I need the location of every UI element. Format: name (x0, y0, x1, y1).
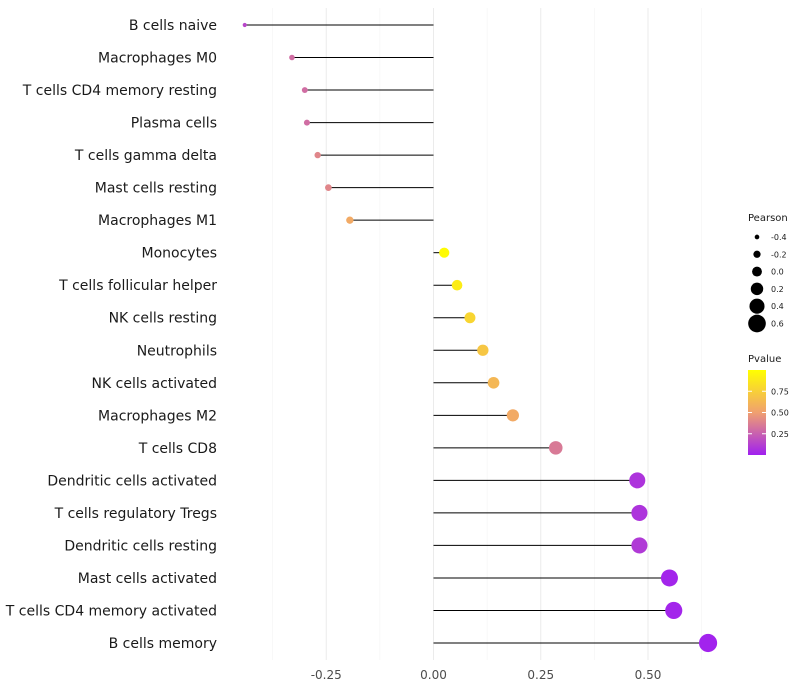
category-label: Dendritic cells resting (64, 538, 217, 554)
category-label: T cells gamma delta (74, 148, 217, 164)
grid-layer (272, 8, 702, 660)
category-label: Plasma cells (131, 116, 217, 132)
size-legend-title: Pearson (748, 213, 788, 224)
category-label: B cells naive (129, 18, 217, 34)
size-legend-label: 0.0 (771, 268, 784, 277)
stems-layer (244, 24, 709, 644)
lollipop-point (477, 344, 489, 356)
category-label: Monocytes (142, 246, 217, 262)
size-legend-label: 0.4 (771, 302, 784, 311)
size-legend-label: 0.2 (771, 285, 784, 294)
category-labels: B cells naive Macrophages M0 T cells CD4 m… (5, 18, 217, 652)
pvalue-colorbar (748, 370, 766, 455)
category-label: T cells regulatory Tregs (54, 506, 217, 522)
pearson-size-legend: Pearson -0.4 -0.2 0.0 0.2 0.4 0.6 (748, 213, 788, 333)
size-legend-key (748, 314, 766, 333)
category-label: T cells CD4 memory activated (5, 603, 217, 619)
lollipop-point (487, 376, 500, 389)
lollipop-point (325, 184, 332, 191)
lollipop-point (631, 504, 648, 521)
lollipop-point (548, 441, 563, 455)
lollipop-point (660, 569, 678, 587)
category-label: NK cells resting (109, 311, 217, 327)
x-tick-label: -0.25 (311, 668, 342, 682)
lollipop-point (629, 472, 646, 489)
x-tick-label: 0.50 (635, 668, 662, 682)
lollipop-point (314, 151, 321, 159)
lollipop-point (506, 409, 519, 422)
lollipop-point (631, 537, 648, 554)
lollipop-point (698, 633, 718, 653)
color-legend-label: 0.25 (771, 430, 789, 439)
category-label: B cells memory (109, 636, 217, 652)
category-label: T cells CD4 memory resting (22, 83, 217, 99)
lollipop-point (303, 119, 310, 126)
size-legend-key (750, 282, 764, 296)
lollipop-point (301, 87, 308, 94)
points-layer (242, 22, 718, 653)
category-label: Mast cells resting (95, 181, 217, 197)
category-label: Macrophages M2 (98, 408, 217, 424)
lollipop-point (665, 601, 683, 620)
x-tick-label: 0.00 (420, 668, 447, 682)
x-axis-tick-labels: -0.25 0.00 0.25 0.50 (311, 668, 662, 682)
category-label: Macrophages M0 (98, 51, 217, 67)
category-label: T cells CD8 (138, 441, 217, 457)
category-label: Dendritic cells activated (47, 473, 217, 489)
size-legend-label: 0.6 (771, 320, 784, 329)
size-legend-key (749, 298, 765, 314)
size-legend-key (753, 250, 761, 258)
color-legend-label: 0.50 (771, 409, 789, 418)
pvalue-color-legend: Pvalue 0.75 0.50 0.25 (748, 354, 789, 455)
category-label: NK cells activated (92, 376, 217, 392)
size-legend-key (752, 266, 762, 277)
size-legend-label: -0.2 (771, 250, 787, 259)
size-legend-label: -0.4 (771, 233, 787, 242)
color-legend-label: 0.75 (771, 387, 789, 396)
x-tick-label: 0.25 (527, 668, 554, 682)
category-label: T cells follicular helper (58, 278, 217, 294)
lollipop-point (451, 279, 463, 291)
category-label: Neutrophils (137, 343, 217, 359)
size-legend-key (754, 234, 760, 240)
color-legend-title: Pvalue (748, 354, 781, 365)
lollipop-point (439, 247, 450, 258)
lollipop-point (289, 54, 295, 61)
category-label: Mast cells activated (78, 571, 217, 587)
lollipop-point (242, 22, 247, 28)
lollipop-point (346, 216, 354, 224)
lollipop-point (464, 312, 476, 324)
category-label: Macrophages M1 (98, 213, 217, 229)
